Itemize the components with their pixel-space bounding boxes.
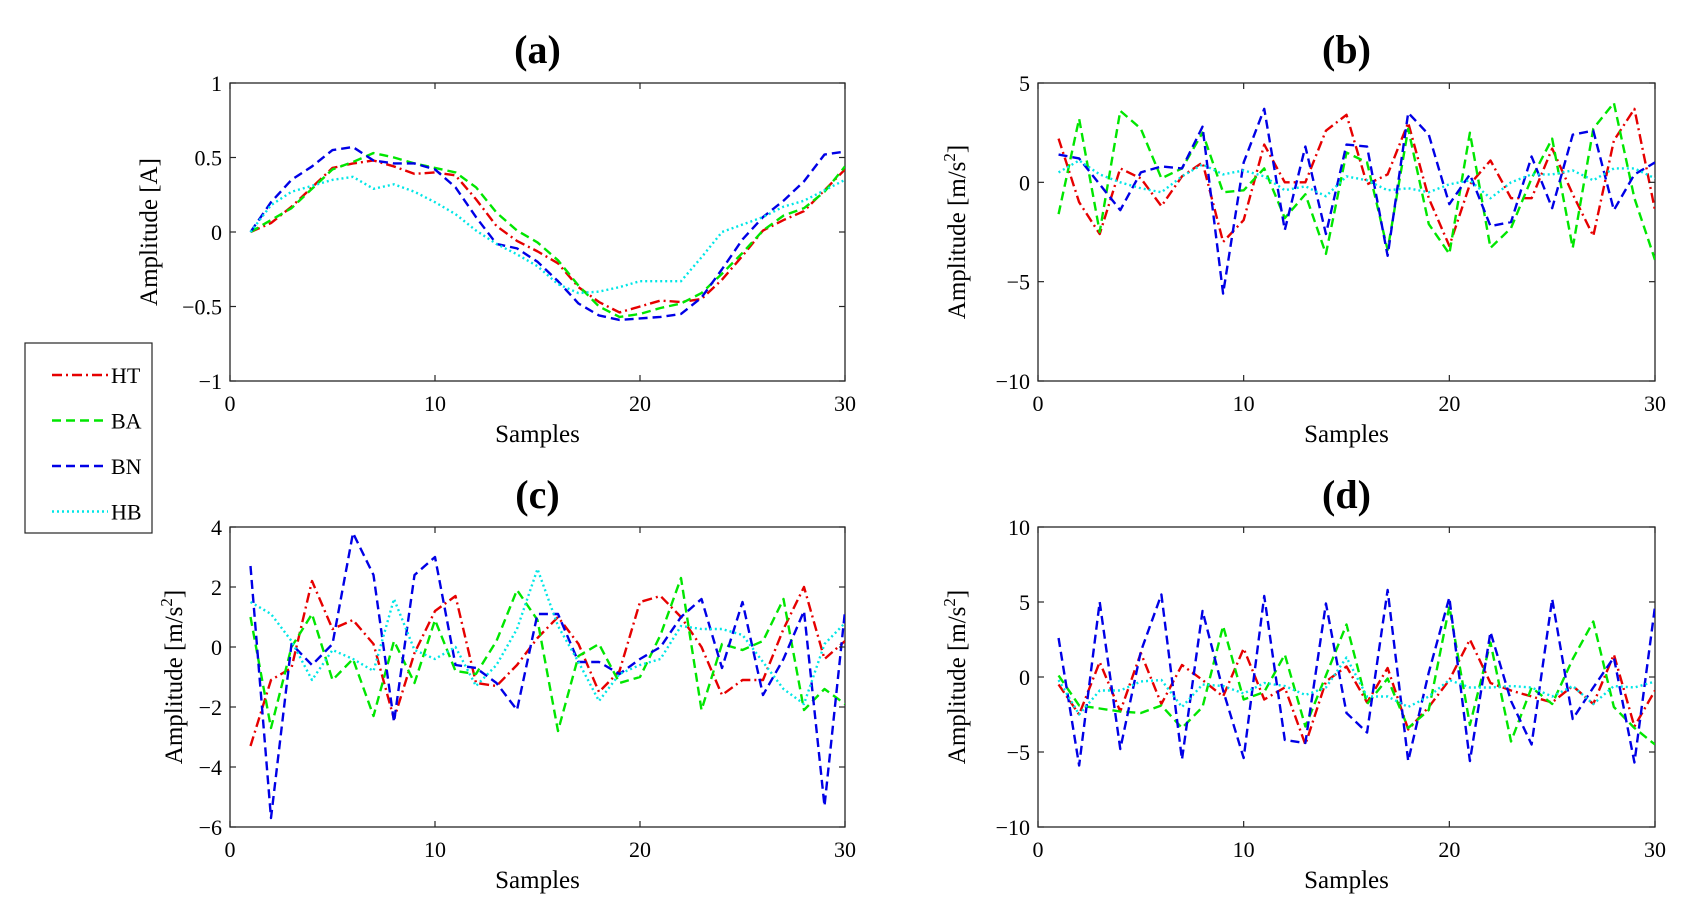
series-line-hb-d <box>1057 656 1655 716</box>
x-tick-label: 10 <box>424 391 446 416</box>
x-tick-label: 10 <box>1233 391 1255 416</box>
subplot-a: 0 10 20 30 1 0.5 0 −0.5 −1 (a) Samples Amplitude [A… <box>136 27 856 448</box>
series-line-ba-b <box>1057 101 1655 261</box>
x-axis-label-c: Samples <box>495 867 580 894</box>
series-line-ba-c <box>249 576 845 733</box>
series-line-hb-a <box>249 175 845 295</box>
y-tick-label: 4 <box>211 515 222 540</box>
y-tick-label: 0 <box>1019 170 1030 195</box>
x-tick-label: 20 <box>1438 837 1460 862</box>
series-group-a <box>249 145 845 322</box>
x-tick-label: 30 <box>834 837 856 862</box>
y-axis-label-a: Amplitude [A] <box>136 158 163 306</box>
series-line-ba-a <box>249 151 845 319</box>
y-axis-label-c: Amplitude [m/s2] <box>157 590 188 764</box>
x-axis-label-b: Samples <box>1304 421 1389 448</box>
subplot-d: 0 10 20 30 10 5 0 −5 −10 (d) Samples Amplitude [m/s… <box>940 472 1666 894</box>
x-tick-label: 0 <box>225 837 236 862</box>
y-tick-label: 5 <box>1019 590 1030 615</box>
legend-box <box>24 342 153 534</box>
series-line-bn-b <box>1058 107 1655 295</box>
y-tick-label: −5 <box>1007 740 1030 765</box>
axes-box-b <box>1037 82 1656 382</box>
y-tick-label: 0 <box>211 635 222 660</box>
y-tick-label: 10 <box>1008 515 1030 540</box>
x-axis-label-d: Samples <box>1304 867 1389 894</box>
legend-label-hb: HB <box>111 500 142 525</box>
y-tick-label: −10 <box>996 815 1030 840</box>
subplot-b: 0 10 20 30 5 0 −5 −10 (b) Samples Amplitude [m/s2] <box>940 27 1666 448</box>
y-tick-label: 0.5 <box>195 146 223 171</box>
series-line-ht-d <box>1057 638 1655 746</box>
y-axis-label-d: Amplitude [m/s2] <box>940 590 971 764</box>
series-line-hb-b <box>1057 159 1655 200</box>
series-line-bn-c <box>249 531 845 820</box>
y-tick-label: 2 <box>211 575 222 600</box>
subplot-title-d: (d) <box>1322 472 1371 517</box>
x-tick-label: 10 <box>424 837 446 862</box>
x-axis-label-a: Samples <box>495 421 580 448</box>
y-tick-label: 0 <box>1019 665 1030 690</box>
legend-label-ht: HT <box>111 363 141 388</box>
x-tick-label: 10 <box>1233 837 1255 862</box>
series-line-ba-d <box>1057 605 1655 746</box>
series-group-d <box>1057 588 1655 767</box>
series-group-b <box>1057 101 1655 295</box>
y-tick-label: −1 <box>199 369 222 394</box>
y-tick-label: −10 <box>996 369 1030 394</box>
y-tick-label: 1 <box>211 71 222 96</box>
axes-box-a <box>229 82 846 382</box>
x-tick-label: 0 <box>1033 837 1044 862</box>
y-tick-label: 0 <box>211 220 222 245</box>
series-line-ht-b <box>1057 107 1655 248</box>
legend-label-bn: BN <box>111 454 142 479</box>
y-tick-label: −2 <box>199 695 222 720</box>
x-tick-label: 30 <box>834 391 856 416</box>
y-tick-label: −4 <box>199 755 222 780</box>
x-tick-label: 20 <box>629 391 651 416</box>
y-tick-label: −5 <box>1007 270 1030 295</box>
legend-label-ba: BA <box>111 409 142 434</box>
subplot-title-a: (a) <box>514 27 561 72</box>
series-line-hb-c <box>249 567 845 706</box>
y-tick-label: −0.5 <box>182 295 222 320</box>
series-line-bn-d <box>1057 588 1655 767</box>
x-tick-label: 30 <box>1644 837 1666 862</box>
y-tick-label: −6 <box>199 815 222 840</box>
series-line-ht-a <box>250 159 845 314</box>
y-axis-label-b: Amplitude [m/s2] <box>940 145 971 319</box>
x-tick-label: 0 <box>1033 391 1044 416</box>
series-line-bn-a <box>249 145 845 322</box>
axes-box-d <box>1037 526 1656 828</box>
x-tick-label: 20 <box>629 837 651 862</box>
series-line-ht-c <box>249 579 845 747</box>
legend: HT BA BN HB <box>24 342 153 534</box>
y-tick-label: 5 <box>1019 71 1030 96</box>
subplot-title-b: (b) <box>1322 27 1371 72</box>
x-tick-label: 30 <box>1644 391 1666 416</box>
series-group-c <box>249 531 845 820</box>
x-tick-label: 0 <box>225 391 236 416</box>
x-tick-label: 20 <box>1438 391 1460 416</box>
subplot-title-c: (c) <box>515 472 559 517</box>
